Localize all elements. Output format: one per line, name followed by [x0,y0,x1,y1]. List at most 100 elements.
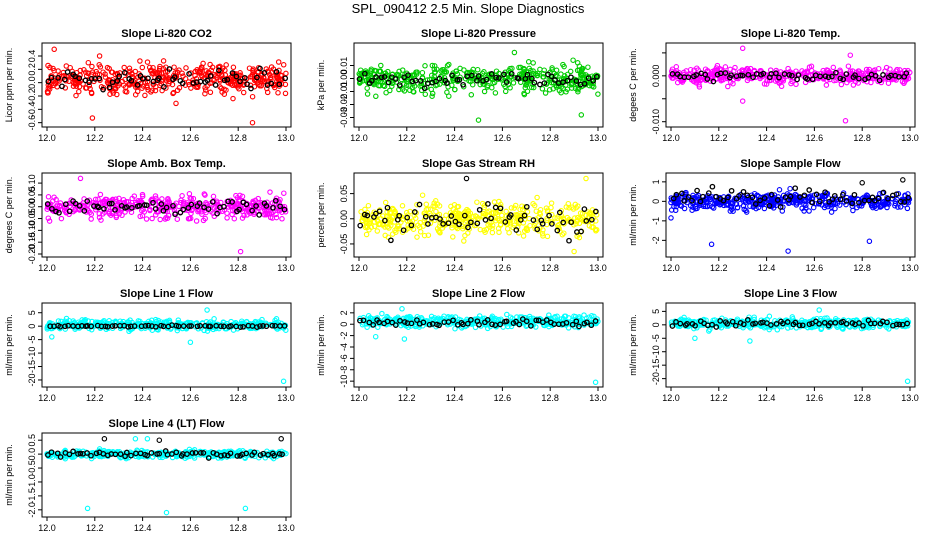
summary-point [282,75,289,82]
summary-point [529,75,535,82]
summary-point [221,77,228,84]
y-tick-label: 0 [27,324,37,329]
x-tick-label: 12.2 [710,263,728,273]
data-point [188,85,194,91]
y-tick-label: -2 [651,236,661,244]
data-point [97,64,104,70]
data-points [668,177,913,254]
data-point [502,88,509,95]
data-point [383,89,389,96]
y-tick-label: -0.05 [339,234,349,255]
data-point [730,80,736,87]
data-point [81,67,87,73]
data-point [897,204,904,210]
summary-point [139,75,146,82]
data-point [534,72,541,79]
summary-point [493,74,499,81]
data-point [160,58,167,64]
data-point [143,216,150,222]
y-tick-label: 0.4 [27,50,37,63]
data-point [774,327,781,333]
data-point [232,82,238,88]
y-tick-label: -10 [651,345,661,358]
data-point [776,187,783,193]
data-points [668,307,912,385]
plot-frame [665,172,916,258]
summary-point [454,77,461,83]
data-point [374,228,381,234]
data-point [468,92,475,98]
data-point [793,81,799,88]
data-point [499,212,505,219]
summary-point [593,73,600,80]
data-point [222,72,229,78]
data-point [540,74,546,80]
data-point [504,311,510,318]
outlier-point [280,378,287,385]
data-point [446,61,452,68]
data-point [71,77,78,83]
y-tick-label: 0.10 [27,174,37,192]
data-point [88,90,95,97]
data-point [766,313,773,320]
summary-point [216,67,222,74]
data-point [224,210,230,216]
data-point [553,67,560,74]
data-point [275,90,281,96]
data-point [509,65,515,72]
plot-frame [41,42,292,128]
data-point [374,77,380,84]
summary-point [433,78,439,85]
data-point [423,201,430,208]
data-point [491,199,498,205]
x-tick-label: 12.4 [446,133,464,143]
data-points [357,175,600,255]
y-axis-label: degrees C per min. [4,177,14,254]
data-points [44,46,289,126]
x-tick-label: 12.4 [134,263,152,273]
data-point [107,91,113,97]
plot-frame [353,42,604,128]
data-point [414,234,420,240]
x-tick-label: 12.0 [662,263,680,273]
summary-point [357,222,364,229]
data-point [91,75,97,81]
data-point [474,199,480,205]
summary-point [524,71,531,78]
data-points [356,49,601,123]
summary-point [566,237,572,244]
data-point [126,65,133,72]
data-point [148,89,154,95]
summary-point [88,75,95,82]
outlier-point [842,118,849,124]
y-axis-label: percent per min. [316,182,326,247]
data-point [200,60,206,67]
y-tick-label: -20 [651,372,661,385]
summary-point [229,70,236,76]
plot-title: Slope Line 1 Flow [120,288,213,300]
data-point [224,215,230,221]
y-tick-label: 2 [339,310,349,315]
data-point [546,87,553,93]
data-point [541,67,547,73]
x-tick-label: 12.4 [758,263,776,273]
summary-point [276,81,283,88]
summary-point [388,237,394,244]
summary-point [501,71,507,78]
data-point [280,62,287,68]
y-tick-label: 0 [339,322,349,327]
y-tick-label: -4 [339,343,349,351]
data-point [461,67,467,73]
outlier-point [163,509,170,516]
data-point [375,82,382,89]
summary-point [396,82,403,88]
plot-frame [41,432,292,518]
outlier-point [859,180,865,186]
data-point [548,200,555,206]
x-tick-label: 12.4 [758,393,776,403]
summary-point [55,75,61,81]
data-point [76,88,82,95]
data-point [377,68,384,74]
data-point [231,215,238,222]
data-point [156,68,163,74]
